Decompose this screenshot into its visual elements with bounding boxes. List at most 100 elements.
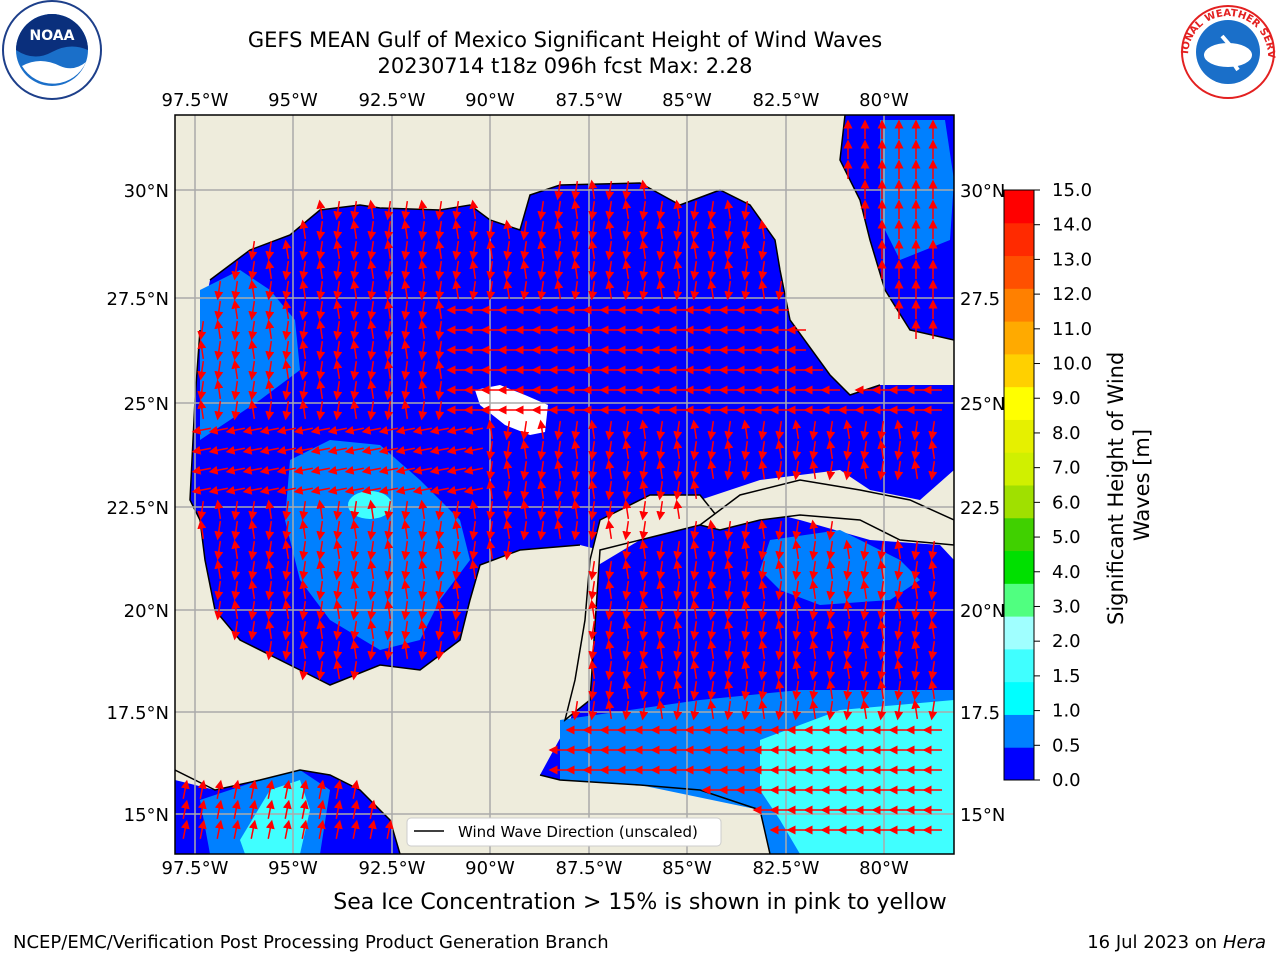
wave-arrow [259,485,279,495]
wave-arrow [911,540,921,561]
wave-arrow [588,200,598,221]
wave-arrow [554,180,564,201]
wave-arrow [333,819,343,839]
wave-arrow [344,445,364,455]
wave-arrow [826,619,836,640]
wave-arrow [809,699,819,720]
wave-arrow [299,600,309,621]
wave-arrow [276,445,296,455]
wave-arrow [333,520,343,541]
wave-arrow [724,439,734,460]
wave-arrow [299,579,309,600]
lon-label: 80°W [859,858,909,879]
wave-arrow [333,539,343,560]
wave-arrow [588,460,598,481]
wave-arrow [299,219,309,240]
lat-label: 17.5 [960,703,1000,724]
wave-arrow [826,559,836,580]
wave-arrow [293,445,313,455]
wave-arrow [775,559,785,580]
wave-arrow [537,280,547,301]
wave-arrow [231,340,241,361]
wave-arrow [911,459,921,480]
wave-arrow [265,300,275,321]
wave-arrow [350,200,360,221]
wave-arrow [690,580,700,601]
wave-arrow [214,360,224,381]
wave-arrow [384,560,394,581]
wave-arrow [231,260,241,281]
wave-arrow [248,399,258,420]
wave-arrow [214,319,224,340]
lon-label: 85°W [662,90,712,111]
footer-credit: NCEP/EMC/Verification Post Processing Pr… [13,932,609,953]
wave-arrow [214,819,224,839]
wave-arrow [741,239,751,260]
wave-arrow [928,439,938,460]
wave-arrow [299,799,309,819]
lon-label: 82.5°W [753,858,820,879]
wave-arrow [928,460,938,481]
wave-arrow [435,340,445,361]
wave-arrow [367,580,377,601]
wave-arrow [242,445,262,455]
wave-arrow [656,260,666,281]
wave-arrow [656,219,666,240]
colorbar-tick-label: 15.0 [1052,180,1092,201]
lon-label: 90°W [465,858,515,879]
wave-arrow [826,439,836,460]
wave-arrow [208,445,228,455]
wave-arrow [503,420,513,441]
wave-arrow [894,460,904,481]
colorbar-swatch [1004,648,1034,683]
wave-arrow [299,260,309,281]
colorbar-tick-label: 6.0 [1052,492,1081,513]
wave-arrow [316,799,326,819]
wave-arrow [605,620,615,641]
wave-arrow [248,519,258,540]
wave-arrow [622,259,632,280]
wave-arrow [361,465,381,475]
wave-arrow [622,439,632,460]
wave-arrow [197,360,207,381]
wave-arrow [503,540,513,561]
wave-arrow [605,420,615,441]
wave-arrow [775,640,785,661]
wave-arrow [452,519,462,540]
wave-arrow [928,619,938,640]
wave-arrow [299,279,309,300]
wave-arrow [401,219,411,240]
wave-arrow [418,540,428,561]
wave-arrow [843,680,853,701]
wave-arrow [792,560,802,581]
wave-arrow [877,439,887,460]
wave-arrow [843,599,853,620]
wave-arrow [758,219,768,240]
colorbar-tick-label: 0.5 [1052,735,1081,756]
wave-arrow [463,485,483,495]
wave-arrow [282,340,292,361]
wave-arrow [299,300,309,321]
wave-arrow [401,399,411,420]
wave-arrow [231,359,241,380]
wave-arrow [605,519,615,540]
wave-arrow [673,199,683,220]
wave-arrow [707,540,717,561]
wave-arrow [673,280,683,301]
wave-arrow [690,620,700,641]
wave-arrow [231,819,241,839]
wave-arrow [826,580,836,601]
wave-arrow [231,320,241,341]
wave-arrow [350,519,360,540]
wave-arrow [367,540,377,561]
lon-label: 95°W [268,858,318,879]
wave-arrow [231,500,241,521]
wave-arrow [327,465,347,475]
wave-arrow [588,239,598,260]
wave-arrow [446,445,466,455]
wave-arrow [571,700,581,721]
wave-arrow [214,400,224,421]
wave-arrow [316,199,326,220]
wave-arrow [350,660,360,681]
